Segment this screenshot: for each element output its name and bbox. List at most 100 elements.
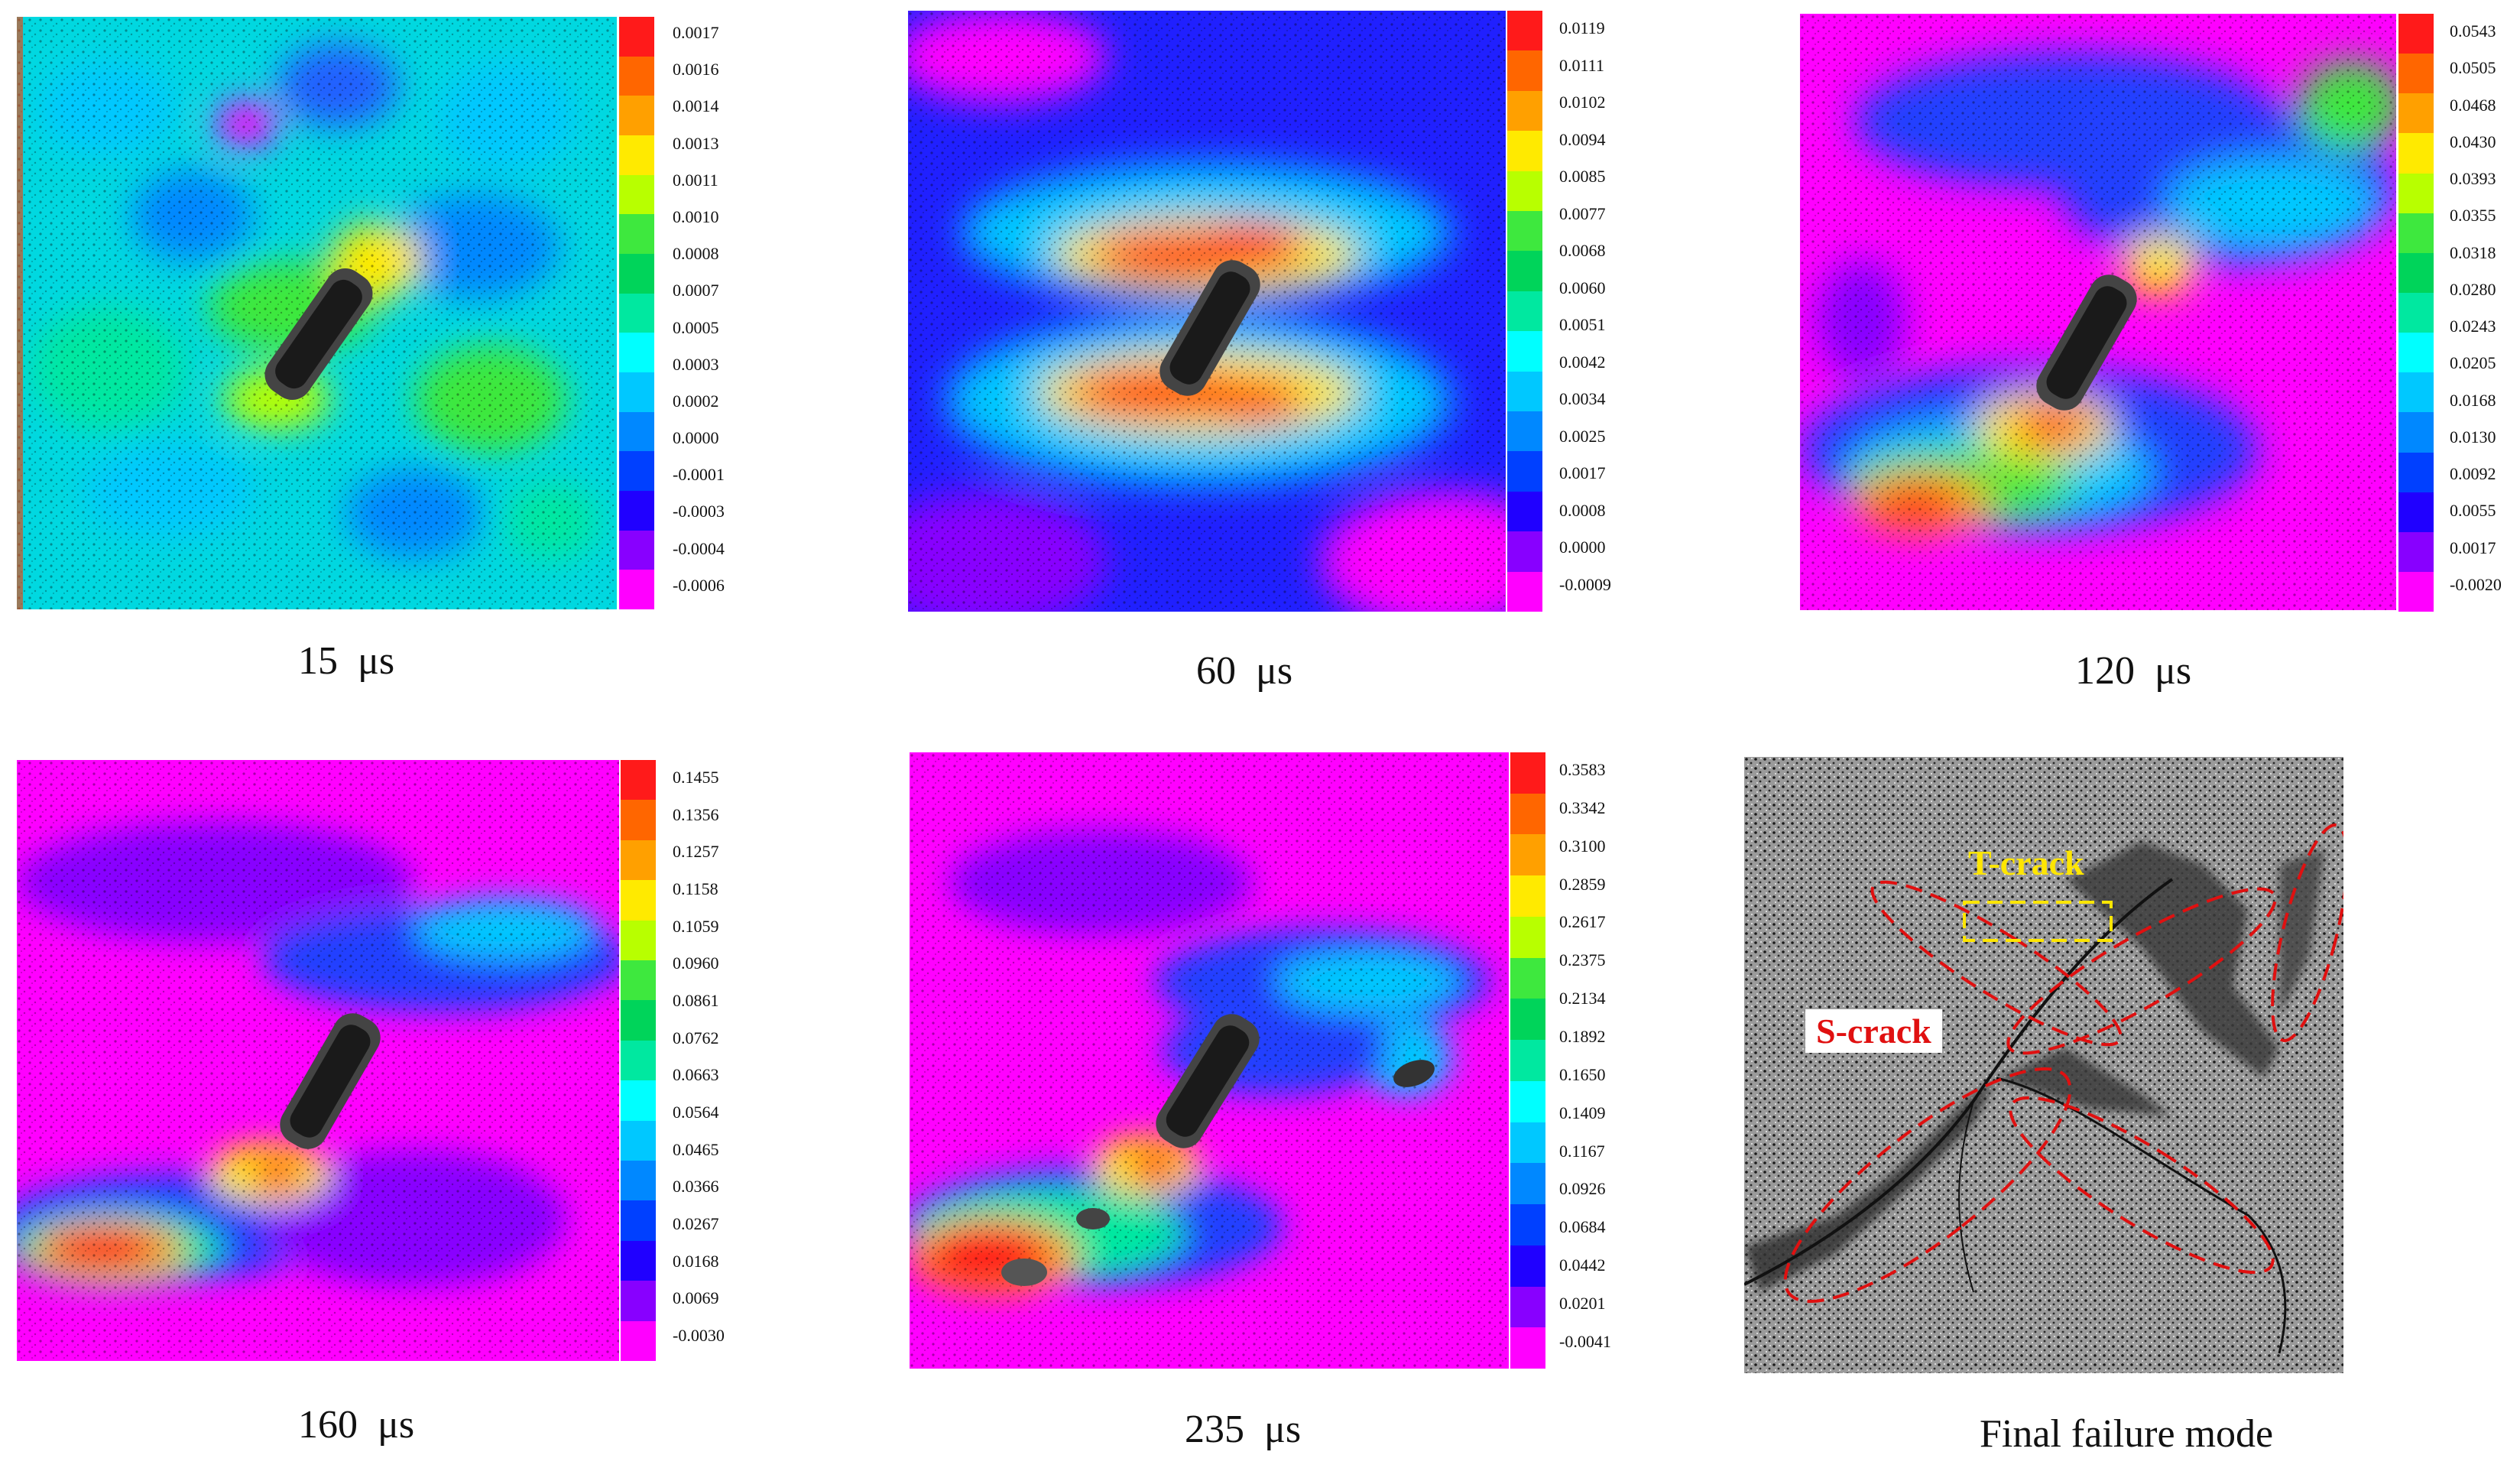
colorbar-segment	[1507, 451, 1542, 492]
strain-field-15us	[17, 17, 617, 609]
colorbar-tick-label: 0.0060	[1559, 278, 1606, 297]
colorbar-segment	[1510, 1204, 1545, 1246]
colorbar-tick-label: 0.2375	[1559, 950, 1606, 970]
colorbar-15us	[619, 17, 654, 610]
colorbar-segment	[1510, 875, 1545, 917]
colorbar-segment	[1510, 957, 1545, 999]
colorbar-tick-label: 0.0505	[2450, 58, 2496, 78]
colorbar-segment	[621, 840, 656, 881]
colorbar-tick-label: 0.0013	[673, 133, 719, 153]
colorbar-segment	[1507, 131, 1542, 171]
strain-field-235us	[910, 752, 1509, 1369]
colorbar-segment	[2398, 252, 2434, 293]
colorbar-segment	[619, 411, 654, 452]
colorbar-tick-label: 0.0016	[673, 60, 719, 80]
colorbar-tick-label: 0.2617	[1559, 912, 1606, 932]
colorbar-segment	[619, 451, 654, 492]
colorbar-tick-label: 0.3342	[1559, 797, 1606, 817]
colorbar-tick-label: -0.0006	[673, 575, 725, 595]
colorbar-segment	[619, 254, 654, 294]
colorbar-segment	[619, 491, 654, 531]
colorbar-segment	[619, 56, 654, 96]
caption-235us: 235 μs	[1185, 1408, 1302, 1451]
colorbar-segment	[2398, 531, 2434, 572]
colorbar-segment	[619, 530, 654, 570]
caption-15us: 15 μs	[298, 639, 395, 683]
colorbar-segment	[619, 293, 654, 333]
colorbar-tick-label: -0.0001	[673, 465, 725, 485]
colorbar-tick-label: 0.0094	[1559, 129, 1606, 149]
colorbar-tick-label: 0.3583	[1559, 760, 1606, 779]
colorbar-segment	[1510, 1163, 1545, 1205]
colorbar-tick-label: 0.0201	[1559, 1294, 1606, 1314]
colorbar-tick-label: 0.0051	[1559, 315, 1606, 335]
colorbar-tick-label: 0.0111	[1559, 55, 1604, 75]
colorbar-tick-label: 0.0393	[2450, 169, 2496, 189]
colorbar-tick-label: 0.1356	[673, 804, 719, 824]
colorbar-segment	[1510, 752, 1545, 794]
colorbar-segment	[619, 174, 654, 215]
colorbar-tick-label: -0.0030	[673, 1325, 725, 1345]
colorbar-segment	[621, 920, 656, 961]
colorbar-tick-label: 0.1892	[1559, 1027, 1606, 1047]
colorbar-segment	[2398, 452, 2434, 492]
colorbar-ticks-60us: 0.0119 0.0111 0.0102 0.0094 0.0085 0.0077 0.00…	[1559, 20, 1611, 593]
colorbar-tick-label: 0.1409	[1559, 1103, 1606, 1122]
colorbar-tick-label: 0.2134	[1559, 989, 1606, 1008]
colorbar-tick-label: 0.0926	[1559, 1179, 1606, 1199]
colorbar-segment	[2398, 571, 2434, 612]
colorbar-segment	[1510, 1080, 1545, 1122]
colorbar-tick-label: 0.0042	[1559, 352, 1606, 372]
colorbar-segment	[619, 333, 654, 373]
colorbar-tick-label: 0.0000	[673, 428, 719, 448]
colorbar-tick-label: 0.0085	[1559, 167, 1606, 187]
colorbar-tick-label: 0.0005	[673, 317, 719, 337]
colorbar-segment	[1510, 1286, 1545, 1328]
colorbar-tick-label: 0.0003	[673, 354, 719, 374]
colorbar-segment	[2398, 54, 2434, 94]
colorbar-tick-label: 0.1650	[1559, 1064, 1606, 1084]
colorbar-tick-label: 0.0442	[1559, 1255, 1606, 1275]
colorbar-segment	[619, 135, 654, 175]
colorbar-segment	[1507, 11, 1542, 51]
colorbar-segment	[1510, 1327, 1545, 1369]
colorbar-segment	[621, 960, 656, 1001]
colorbar-segment	[621, 1281, 656, 1321]
colorbar-tick-label: -0.0041	[1559, 1331, 1611, 1351]
colorbar-segment	[621, 1080, 656, 1121]
colorbar-segment	[621, 1240, 656, 1281]
colorbar-segment	[2398, 412, 2434, 453]
colorbar-235us	[1510, 752, 1545, 1369]
colorbar-tick-label: 0.0168	[2450, 390, 2496, 410]
s-crack-label: S-crack	[1805, 1009, 1942, 1053]
colorbar-segment	[621, 880, 656, 921]
colorbar-segment	[1507, 251, 1542, 291]
colorbar-tick-label: 0.0007	[673, 281, 719, 300]
colorbar-segment	[1507, 491, 1542, 532]
colorbar-tick-label: 0.0008	[673, 244, 719, 264]
colorbar-tick-label: 0.0102	[1559, 93, 1606, 112]
colorbar-tick-label: 0.0205	[2450, 353, 2496, 373]
colorbar-tick-label: 0.1455	[673, 768, 719, 787]
colorbar-tick-label: 0.0861	[673, 990, 719, 1010]
colorbar-segment	[1507, 571, 1542, 612]
colorbar-segment	[1510, 999, 1545, 1041]
caption-160us: 160 μs	[298, 1403, 415, 1447]
colorbar-segment	[1507, 211, 1542, 252]
colorbar-tick-label: 0.0008	[1559, 500, 1606, 520]
colorbar-segment	[1507, 50, 1542, 91]
colorbar-tick-label: 0.0762	[673, 1028, 719, 1047]
colorbar-tick-label: 0.0168	[673, 1251, 719, 1271]
colorbar-tick-label: 0.0014	[673, 96, 719, 116]
colorbar-tick-label: -0.0004	[673, 538, 725, 558]
colorbar-tick-label: 0.0465	[673, 1139, 719, 1159]
colorbar-tick-label: 0.0000	[1559, 538, 1606, 557]
colorbar-tick-label: -0.0009	[1559, 574, 1611, 594]
final-failure-photo: T-crack S-crack	[1744, 757, 2343, 1373]
colorbar-ticks-235us: 0.3583 0.3342 0.3100 0.2859 0.2617 0.2375 0.21…	[1559, 762, 1611, 1350]
colorbar-tick-label: 0.0430	[2450, 132, 2496, 151]
colorbar-segment	[619, 570, 654, 610]
colorbar-tick-label: 0.1257	[673, 842, 719, 862]
colorbar-segment	[621, 1000, 656, 1041]
colorbar-segment	[621, 1200, 656, 1241]
